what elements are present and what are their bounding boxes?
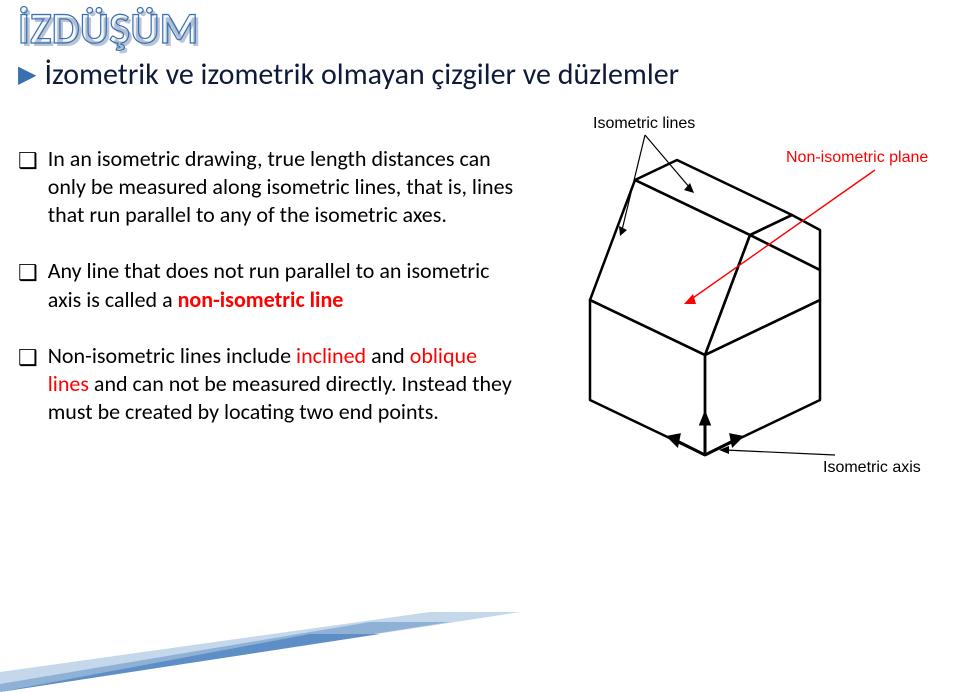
title-fill: İZDÜŞÜM (18, 6, 199, 55)
bullet-item: ❑ Any line that does not run parallel to… (18, 257, 518, 313)
bullet-text: Non-isometric lines include inclined and… (48, 342, 518, 426)
isometric-diagram: Isometric lines Non-isometric plane Isom… (530, 100, 930, 480)
leader-iso-axis: Isometric axis (719, 446, 921, 476)
label-iso-lines: Isometric lines (593, 115, 695, 132)
bullet-item: ❑ In an isometric drawing, true length d… (18, 145, 518, 229)
bullet-text: Any line that does not run parallel to a… (48, 257, 518, 313)
leader-non-iso-plane: Non-isometric plane (684, 149, 928, 304)
bullet-marker: ❑ (18, 259, 38, 287)
bullet-marker: ❑ (18, 344, 38, 372)
bullet-list: ❑ In an isometric drawing, true length d… (18, 145, 518, 454)
subtitle-marker: ▶ (18, 60, 36, 89)
subtitle-text: İzometrik ve izometrik olmayan çizgiler … (44, 58, 679, 93)
bullet-text: In an isometric drawing, true length dis… (48, 145, 518, 229)
label-iso-axis: Isometric axis (823, 459, 921, 476)
subtitle-row: ▶ İzometrik ve izometrik olmayan çizgile… (18, 58, 679, 93)
axis-arrows (669, 414, 741, 455)
slide-title: İZDÜŞÜM İZDÜŞÜM İZDÜŞÜM (18, 6, 318, 60)
bullet-marker: ❑ (18, 147, 38, 175)
label-non-iso-plane: Non-isometric plane (786, 149, 928, 166)
accent-stripes (0, 612, 520, 692)
bullet-item: ❑ Non-isometric lines include inclined a… (18, 342, 518, 426)
